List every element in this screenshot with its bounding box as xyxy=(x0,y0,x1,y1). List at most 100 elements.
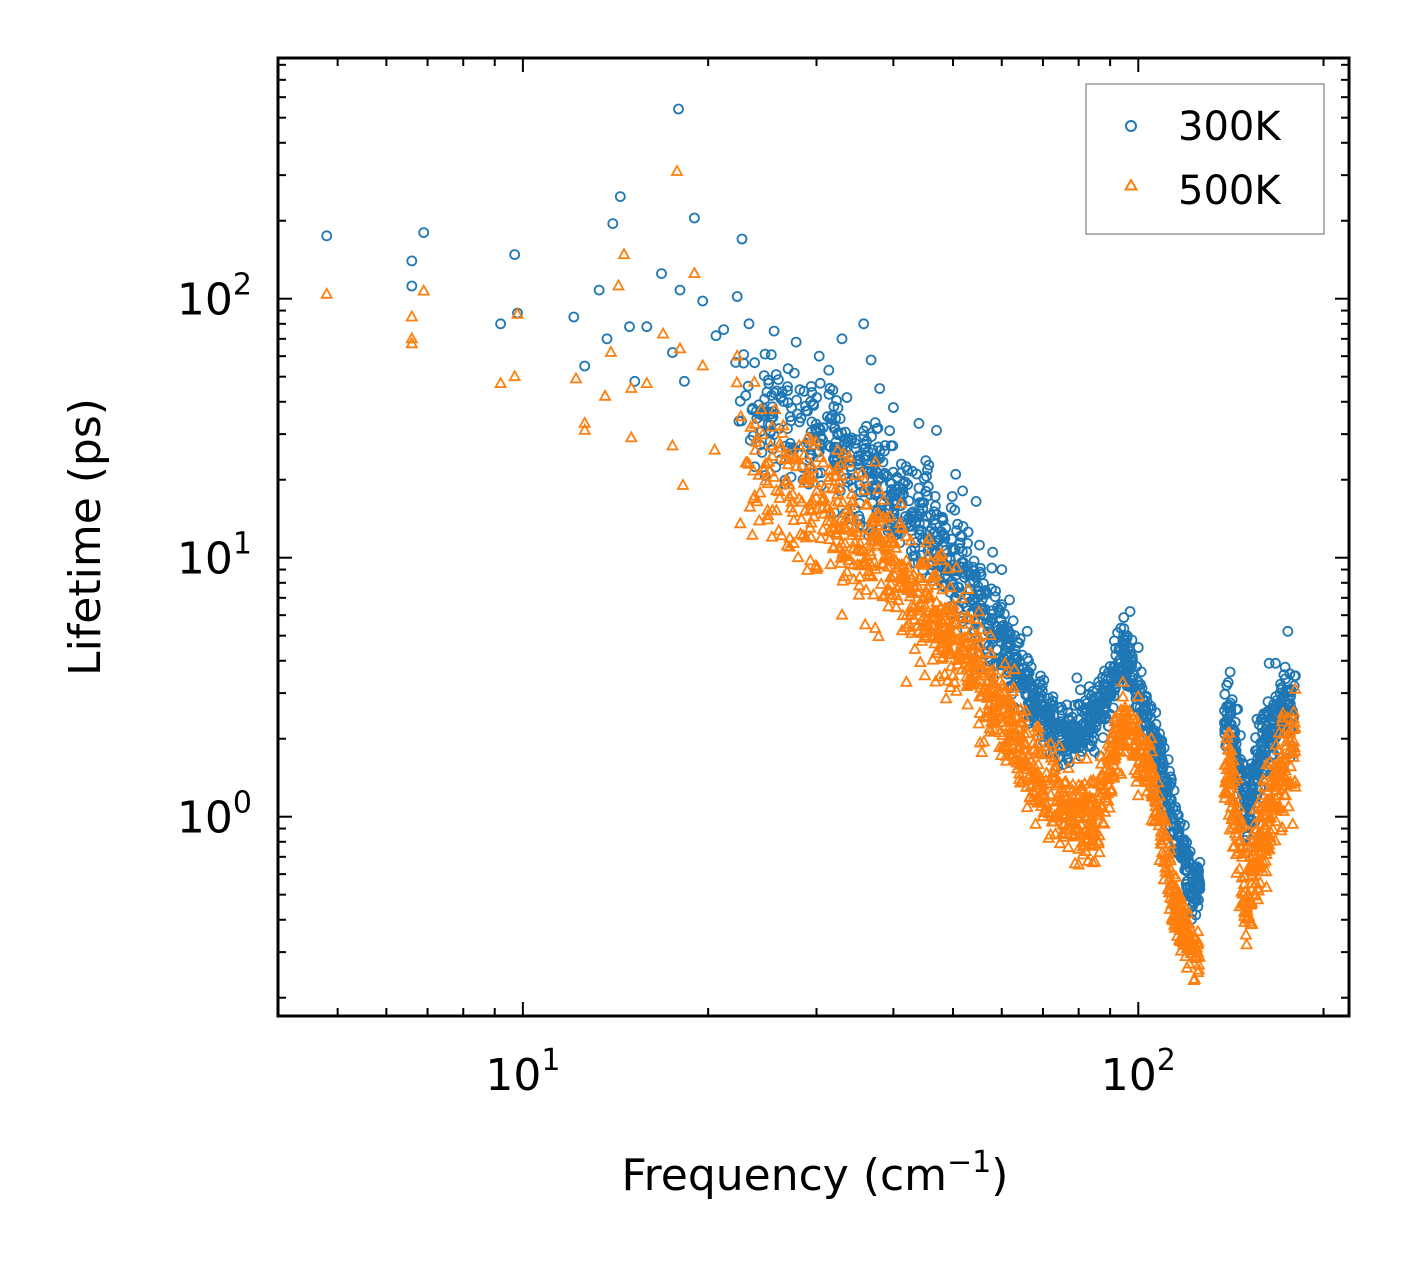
point-500K xyxy=(1281,720,1295,733)
point-500K xyxy=(1176,918,1190,930)
point-500K xyxy=(1239,927,1253,940)
point-300K xyxy=(1191,861,1203,873)
point-500K xyxy=(986,674,1000,687)
point-500K xyxy=(1118,700,1132,712)
point-500K xyxy=(1093,788,1107,801)
data-points xyxy=(320,103,1302,985)
point-300K xyxy=(917,502,929,514)
point-500K xyxy=(1071,842,1086,854)
point-500K xyxy=(1117,707,1131,719)
point-500K xyxy=(1180,902,1194,914)
point-500K xyxy=(1140,784,1154,797)
point-500K xyxy=(801,430,815,443)
point-500K xyxy=(753,485,767,498)
point-300K xyxy=(1229,716,1241,728)
point-300K xyxy=(888,402,899,413)
point-300K xyxy=(798,385,810,397)
point-300K xyxy=(846,432,858,444)
point-300K xyxy=(730,356,742,368)
point-300K xyxy=(773,374,784,386)
point-300K xyxy=(850,443,862,455)
point-300K xyxy=(931,424,942,436)
point-500K xyxy=(1226,807,1240,819)
point-300K xyxy=(957,521,969,532)
point-300K xyxy=(1016,649,1028,661)
point-500K xyxy=(1076,847,1090,860)
point-300K xyxy=(1224,666,1236,678)
point-300K xyxy=(1062,713,1074,725)
point-500K xyxy=(767,470,781,482)
y-axis-label: Lifetime (ps) xyxy=(60,398,111,676)
point-500K xyxy=(814,450,828,462)
point-500K xyxy=(1012,741,1026,754)
point-500K xyxy=(1263,754,1277,767)
point-500K xyxy=(814,531,828,544)
point-500K xyxy=(916,558,930,570)
point-500K xyxy=(995,710,1009,723)
point-500K xyxy=(878,519,892,531)
point-500K xyxy=(823,470,837,482)
point-500K xyxy=(494,376,508,388)
point-300K xyxy=(872,422,884,434)
point-500K xyxy=(1131,788,1145,801)
point-500K xyxy=(1169,899,1183,911)
point-500K xyxy=(640,376,654,388)
point-500K xyxy=(853,521,867,533)
point-500K xyxy=(865,513,879,526)
point-500K xyxy=(1061,761,1075,773)
point-300K xyxy=(1064,737,1075,749)
point-300K xyxy=(968,575,980,587)
point-500K xyxy=(836,547,850,560)
point-500K xyxy=(1052,739,1066,751)
point-300K xyxy=(1225,697,1236,709)
point-300K xyxy=(1278,669,1290,681)
point-300K xyxy=(952,518,963,530)
point-500K xyxy=(1025,778,1039,790)
point-500K xyxy=(1029,816,1043,829)
point-500K xyxy=(799,468,813,481)
point-300K xyxy=(1158,742,1170,754)
point-500K xyxy=(900,607,914,620)
point-500K xyxy=(1094,798,1108,810)
point-500K xyxy=(899,675,913,687)
point-500K xyxy=(757,463,771,476)
point-300K xyxy=(1088,692,1100,704)
point-300K xyxy=(895,467,907,479)
point-500K xyxy=(765,503,779,516)
point-500K xyxy=(964,655,978,668)
point-500K xyxy=(624,430,638,443)
point-300K xyxy=(1180,851,1192,863)
point-300K xyxy=(1242,798,1254,809)
point-300K xyxy=(736,233,748,245)
point-500K xyxy=(1281,775,1295,787)
point-500K xyxy=(945,647,959,659)
point-300K xyxy=(1104,661,1116,672)
point-500K xyxy=(1008,702,1022,715)
point-500K xyxy=(1144,731,1158,744)
point-300K xyxy=(1168,785,1180,796)
point-500K xyxy=(929,646,943,659)
point-300K xyxy=(817,422,829,434)
point-500K xyxy=(871,482,886,494)
legend-box xyxy=(1085,83,1325,235)
point-300K xyxy=(406,280,418,292)
point-500K xyxy=(1135,756,1149,769)
point-500K xyxy=(1157,809,1171,822)
point-300K xyxy=(1028,711,1040,723)
point-500K xyxy=(1006,680,1021,693)
point-500K xyxy=(508,369,522,382)
point-500K xyxy=(834,556,848,568)
point-500K xyxy=(1219,786,1233,799)
point-500K xyxy=(858,554,872,567)
point-500K xyxy=(983,724,997,737)
y-tick-label: 100 xyxy=(177,786,252,844)
legend: 300K 500K xyxy=(1085,83,1325,235)
point-500K xyxy=(763,464,777,477)
point-300K xyxy=(1282,625,1294,637)
point-500K xyxy=(865,511,879,523)
point-500K xyxy=(1072,857,1086,870)
point-300K xyxy=(1071,672,1083,684)
point-500K xyxy=(1017,735,1031,748)
point-300K xyxy=(879,445,890,457)
point-500K xyxy=(972,716,986,729)
